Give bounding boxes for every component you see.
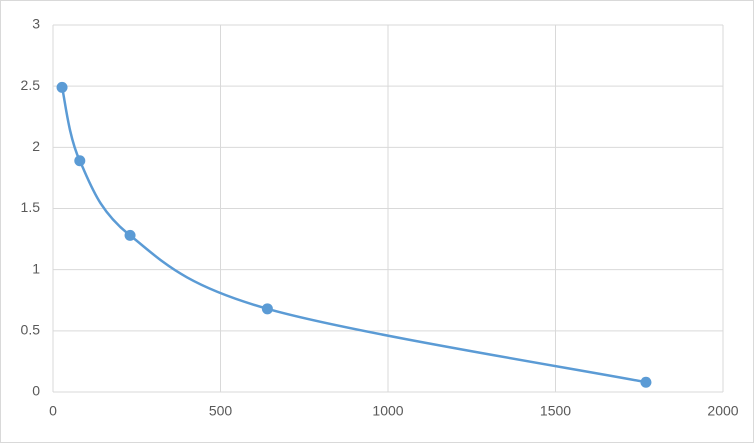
data-point [261, 303, 273, 315]
x-tick-label: 2000 [707, 403, 738, 419]
y-tick-label: 0.5 [21, 322, 41, 338]
y-tick-label: 1 [32, 260, 40, 276]
x-tick-label: 1000 [372, 403, 403, 419]
data-point [640, 376, 652, 388]
y-tick-label: 1.5 [21, 199, 41, 215]
data-point [74, 155, 86, 167]
y-tick-label: 2.5 [21, 77, 41, 93]
x-tick-label: 500 [209, 403, 233, 419]
y-tick-label: 3 [32, 16, 40, 32]
y-tick-label: 2 [32, 138, 40, 154]
y-tick-label: 0 [32, 383, 40, 399]
data-point [56, 81, 68, 93]
x-tick-label: 1500 [540, 403, 571, 419]
x-tick-label: 0 [49, 403, 57, 419]
data-point [124, 229, 136, 241]
